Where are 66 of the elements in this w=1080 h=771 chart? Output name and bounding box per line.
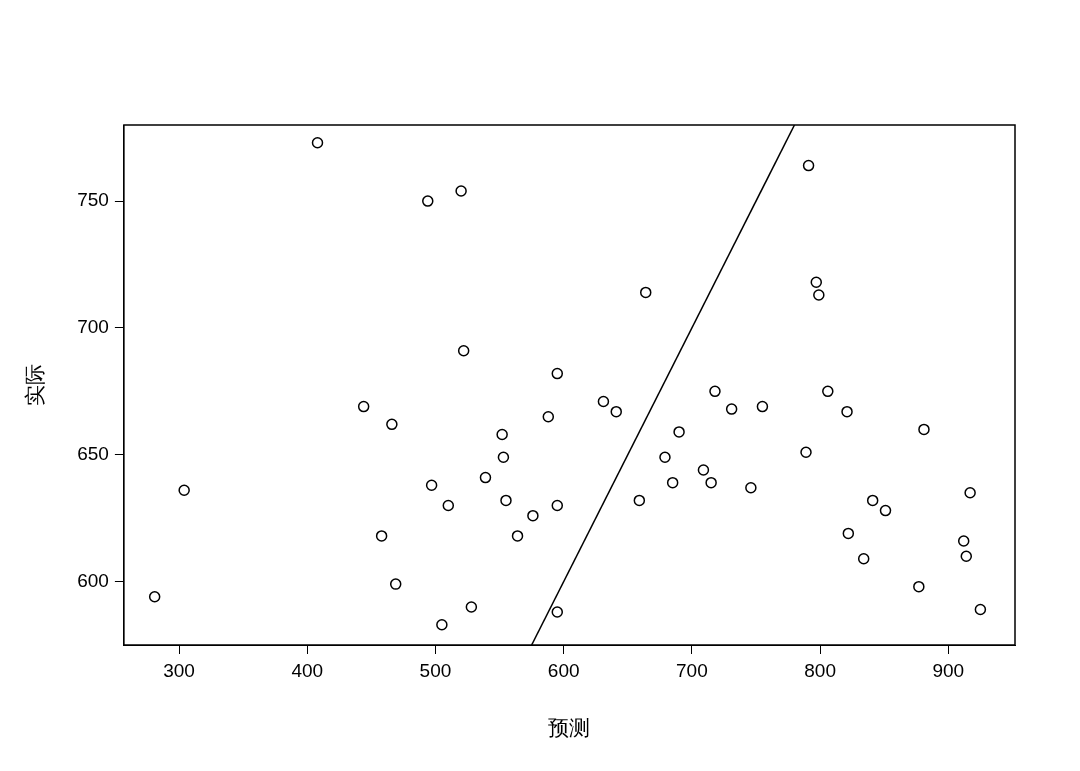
point	[822, 385, 834, 398]
point	[705, 476, 717, 489]
y-tick-label: 650	[77, 442, 109, 464]
point	[551, 367, 564, 380]
y-axis-title: 实际	[23, 364, 47, 406]
point	[957, 535, 970, 547]
point	[610, 405, 622, 418]
x-tick-label: 400	[291, 659, 324, 681]
point	[465, 601, 478, 613]
point	[386, 418, 398, 431]
point	[479, 471, 492, 484]
point	[810, 276, 823, 289]
point	[597, 395, 610, 408]
point	[436, 618, 448, 631]
point	[659, 451, 671, 464]
point	[745, 481, 757, 494]
point	[389, 578, 402, 590]
point	[857, 553, 870, 565]
point	[841, 405, 853, 418]
y-tick-label: 750	[77, 189, 109, 211]
point	[842, 527, 855, 540]
x-tick-label: 500	[419, 659, 452, 681]
point	[442, 499, 455, 512]
point	[633, 494, 646, 507]
y-tick-label: 600	[77, 569, 109, 591]
point	[357, 400, 370, 413]
point	[496, 428, 508, 441]
point	[551, 499, 564, 512]
point	[511, 530, 524, 542]
point	[425, 479, 438, 491]
point	[666, 476, 679, 489]
point	[802, 159, 815, 172]
point	[148, 591, 161, 603]
y-tick-label: 700	[77, 316, 109, 338]
x-tick-label: 700	[676, 659, 708, 681]
point	[542, 410, 555, 423]
x-tick-label: 600	[547, 659, 580, 681]
point	[697, 464, 710, 476]
point	[455, 185, 467, 197]
point	[178, 484, 190, 497]
point	[879, 504, 892, 517]
point	[673, 426, 685, 438]
point	[918, 423, 930, 436]
point	[311, 137, 324, 149]
point	[913, 580, 925, 593]
point	[725, 403, 738, 415]
point	[866, 494, 879, 507]
point	[422, 195, 434, 207]
point	[964, 487, 976, 499]
point	[551, 606, 564, 618]
point	[527, 509, 539, 522]
point	[457, 345, 470, 357]
point	[974, 603, 987, 616]
point	[960, 550, 973, 562]
x-tick-label: 300	[163, 659, 195, 681]
x-axis-title: 预测	[548, 716, 591, 740]
point	[800, 446, 812, 458]
point	[639, 286, 652, 299]
point	[375, 530, 388, 542]
point	[813, 289, 825, 301]
point	[500, 494, 512, 507]
x-tick-label: 800	[804, 659, 836, 681]
point	[709, 385, 721, 398]
point	[756, 400, 769, 413]
x-tick-label: 900	[932, 659, 965, 681]
point	[497, 451, 510, 464]
